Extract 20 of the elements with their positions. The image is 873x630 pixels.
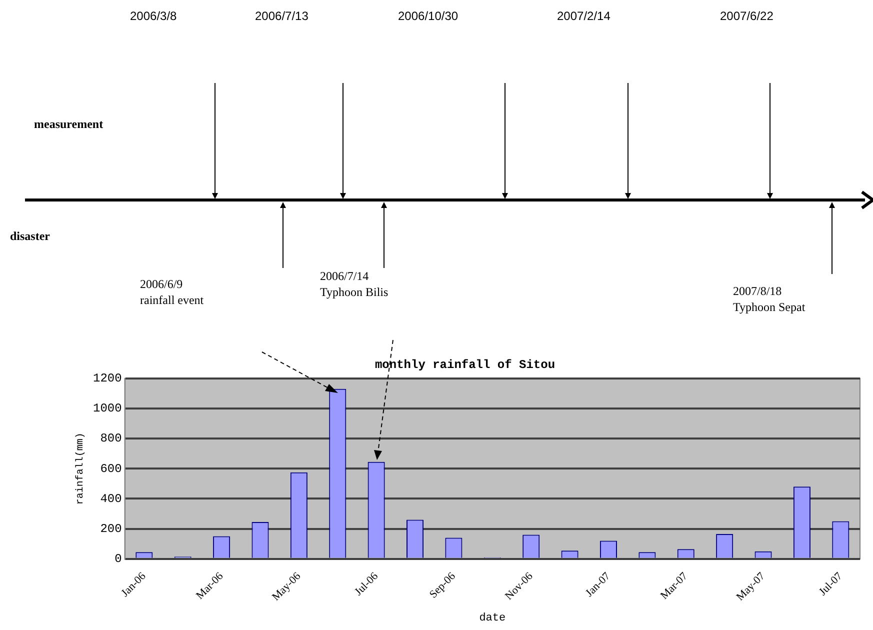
text: 2007/2/14 — [557, 8, 610, 24]
text: 2006/7/14 Typhoon Bilis — [320, 268, 388, 300]
text: measurement — [34, 116, 104, 132]
y-tick-label: 0 — [114, 552, 122, 566]
y-tick-label: 400 — [100, 492, 122, 506]
y-tick-label: 600 — [100, 462, 122, 476]
y-tick-label: 1000 — [92, 402, 122, 416]
y-tick-label: 1200 — [92, 372, 122, 386]
text: 2006/7/13 — [255, 8, 308, 24]
text: 2006/6/9 rainfall event — [140, 276, 204, 308]
y-tick-label: 800 — [100, 432, 122, 446]
text: 2006/3/8 — [130, 8, 177, 24]
y-axis-title: rainfall(mm) — [74, 432, 87, 505]
text: 2007/8/18 Typhoon Sepat — [733, 283, 806, 315]
text: disaster — [10, 228, 50, 244]
text: 2006/10/30 — [398, 8, 458, 24]
y-tick-label: 200 — [100, 522, 122, 536]
chart-title: monthly rainfall of Sitou — [374, 358, 556, 372]
text: 2007/6/22 — [720, 8, 774, 24]
x-axis-title: date — [479, 612, 506, 624]
